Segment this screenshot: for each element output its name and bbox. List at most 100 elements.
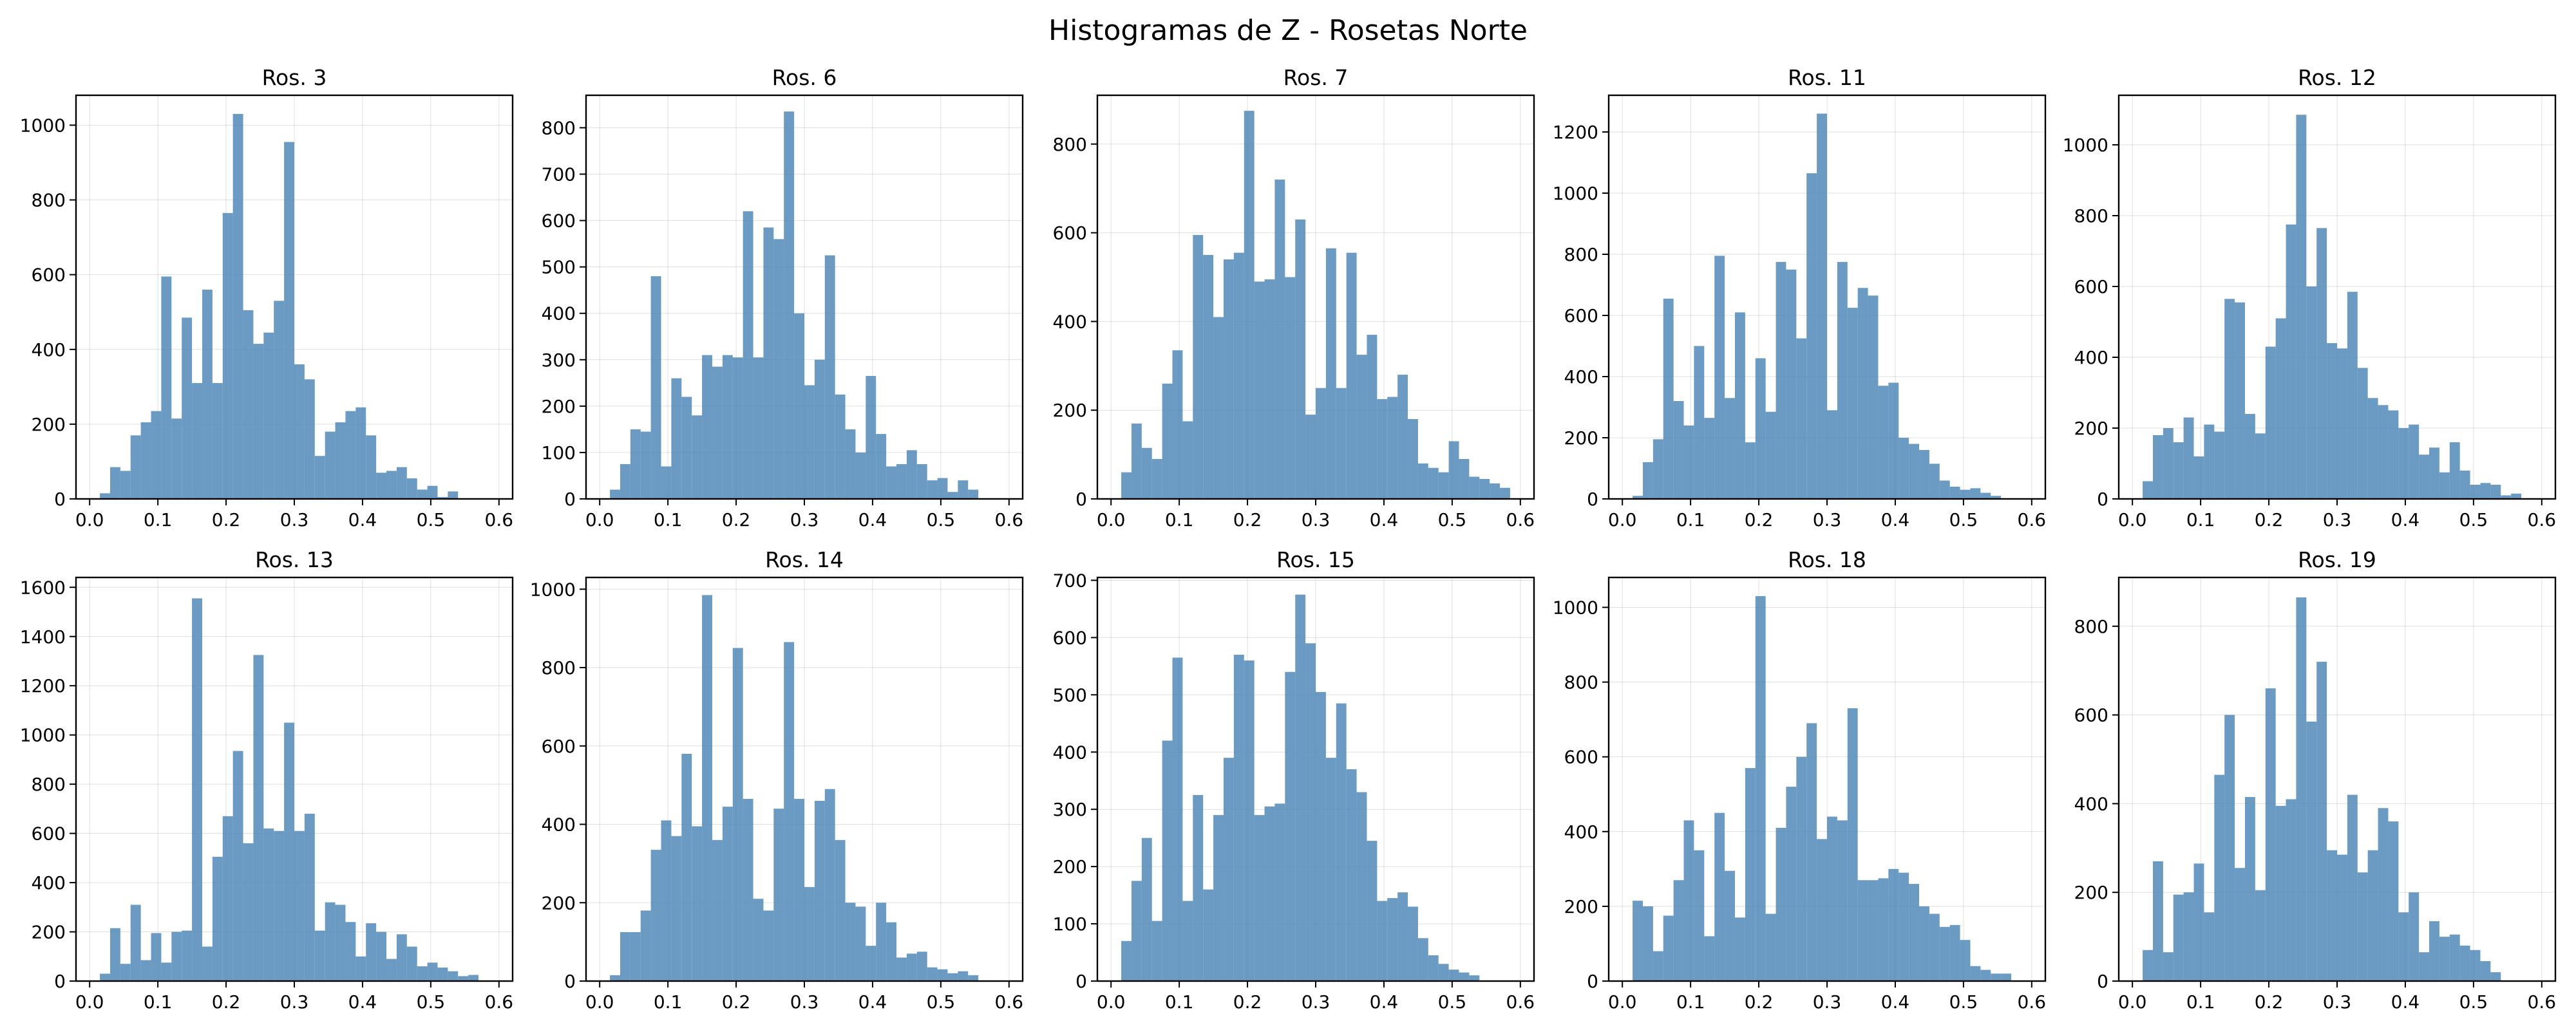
- y-tick-label: 400: [1564, 821, 1598, 843]
- x-tick-label: 0.6: [485, 991, 514, 1013]
- x-tick-label: 0.0: [1097, 509, 1126, 530]
- histogram-bar: [1285, 277, 1296, 499]
- x-tick-label: 0.4: [1370, 509, 1399, 530]
- histogram-bar: [968, 975, 979, 981]
- histogram-bar: [182, 317, 193, 499]
- histogram-bar: [1960, 940, 1971, 981]
- histogram-bar: [304, 814, 315, 981]
- histogram-bar: [1459, 972, 1470, 981]
- histogram-bar: [263, 332, 274, 499]
- histogram-bar: [274, 301, 285, 499]
- histogram-bar: [2193, 863, 2204, 981]
- y-tick-label: 100: [1053, 913, 1087, 935]
- x-tick-label: 0.4: [2391, 991, 2420, 1013]
- histogram-bar: [1223, 259, 1234, 499]
- histogram-panel: 0.0 0.1 0.2 0.3 0.4 0.5 0.6 0 200 400 600 800 Ros. 7: [1053, 65, 1535, 530]
- histogram-bar: [773, 239, 784, 499]
- histogram-bar: [427, 485, 438, 499]
- histogram-bar: [335, 422, 346, 499]
- histogram-bar: [1888, 382, 1899, 499]
- histogram-bar: [2337, 348, 2347, 499]
- x-tick-label: 0.3: [790, 991, 819, 1013]
- histogram-bar: [1285, 671, 1296, 981]
- histogram-bar: [1909, 884, 1920, 981]
- histogram-bar: [1960, 489, 1971, 499]
- panel-title: Ros. 19: [2298, 547, 2376, 572]
- y-tick-label: 800: [32, 190, 66, 211]
- histogram-bar: [396, 467, 407, 499]
- histogram-bar: [1837, 261, 1848, 499]
- histogram-bar: [253, 655, 264, 981]
- histogram-bar: [2286, 799, 2297, 981]
- x-tick-label: 0.5: [1949, 509, 1978, 530]
- histogram-bar: [2244, 414, 2255, 499]
- histogram-bar: [2265, 688, 2276, 981]
- histogram-panel: 0.0 0.1 0.2 0.3 0.4 0.5 0.6 0 200 400 600 800 1000 12…: [20, 547, 514, 1013]
- y-tick-label: 300: [542, 350, 576, 371]
- histogram-bar: [304, 379, 315, 499]
- histogram-bar: [2388, 410, 2399, 499]
- x-tick-label: 0.6: [1506, 509, 1535, 530]
- panel-title: Ros. 13: [255, 547, 334, 572]
- y-tick-label: 200: [32, 922, 66, 943]
- x-tick-label: 0.0: [2118, 991, 2147, 1013]
- histogram-bar: [1663, 298, 1674, 499]
- histogram-bar: [2163, 428, 2174, 499]
- y-tick-label: 800: [32, 774, 66, 795]
- histogram-bar: [2378, 405, 2389, 499]
- histogram-bar: [1131, 881, 1142, 981]
- histogram-bar: [1417, 938, 1428, 981]
- histogram-bar: [1417, 463, 1428, 499]
- histogram-bar: [855, 452, 866, 499]
- histogram-bar: [1673, 880, 1684, 981]
- histogram-bar: [1755, 358, 1766, 499]
- histogram-bar: [1837, 820, 1848, 981]
- x-tick-label: 0.2: [1233, 991, 1262, 1013]
- histogram-bar: [376, 473, 387, 499]
- x-tick-label: 0.0: [585, 509, 614, 530]
- histogram-bar: [1182, 421, 1193, 499]
- histogram-bar: [1233, 655, 1244, 981]
- histogram-bar: [835, 394, 846, 499]
- histogram-bar: [406, 478, 417, 499]
- histogram-bar: [692, 826, 703, 981]
- histogram-bar: [2235, 302, 2245, 499]
- histogram-bar: [1847, 308, 1858, 499]
- histogram-bar: [2439, 472, 2450, 499]
- y-tick-label: 200: [542, 396, 576, 417]
- histogram-bar: [947, 492, 958, 499]
- histogram-bar: [2327, 343, 2337, 499]
- histogram-bar: [968, 489, 979, 499]
- histogram-bar: [151, 933, 162, 981]
- x-tick-label: 0.2: [1233, 509, 1262, 530]
- histogram-bar: [1642, 906, 1653, 981]
- histogram-bar: [2296, 115, 2307, 499]
- y-tick-label: 0: [2097, 489, 2108, 510]
- x-tick-label: 0.5: [2459, 991, 2488, 1013]
- histogram-bar: [1356, 355, 1367, 499]
- y-tick-label: 0: [54, 489, 66, 510]
- histogram-bar: [1408, 906, 1418, 981]
- histogram-bar: [1233, 252, 1244, 499]
- y-tick-label: 700: [1053, 570, 1087, 591]
- histogram-bar: [1817, 839, 1827, 981]
- histogram-bar: [681, 397, 692, 499]
- histogram-bar: [2204, 424, 2215, 499]
- histogram-bar: [140, 422, 151, 499]
- histogram-bar: [1633, 496, 1643, 499]
- panel-title: Ros. 11: [1788, 65, 1866, 90]
- y-tick-label: 800: [1564, 672, 1598, 693]
- y-tick-label: 800: [1564, 244, 1598, 265]
- histogram-bar: [794, 798, 804, 981]
- x-tick-label: 0.5: [927, 991, 956, 1013]
- histogram-bar: [671, 378, 682, 499]
- histogram-panel: 0.0 0.1 0.2 0.3 0.4 0.5 0.6 0 100 200 300 400 500 600…: [1053, 547, 1535, 1013]
- histogram-bar: [927, 480, 938, 499]
- y-tick-label: 0: [54, 971, 66, 992]
- histogram-bar: [1469, 476, 1480, 499]
- histogram-bar: [1244, 660, 1255, 981]
- histogram-bar: [386, 471, 397, 499]
- histogram-bar: [1264, 806, 1275, 981]
- histogram-bar: [2204, 912, 2215, 981]
- x-tick-label: 0.6: [2528, 509, 2557, 530]
